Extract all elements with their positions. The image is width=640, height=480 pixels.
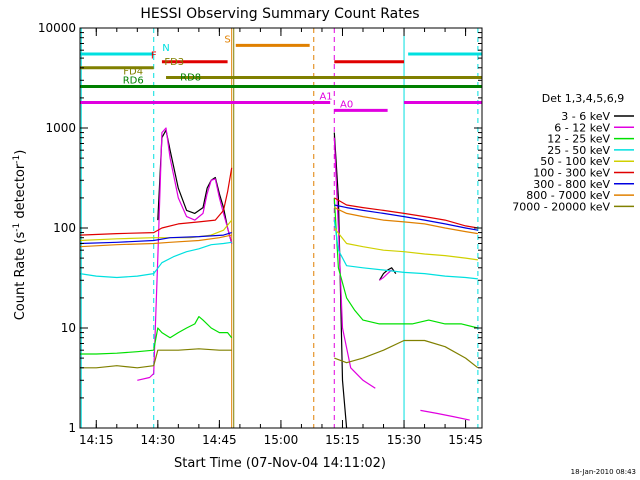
chart-title: HESSI Observing Summary Count Rates — [140, 6, 419, 22]
y-axis-label-mid: detector — [13, 163, 28, 223]
footer-timestamp: 18-Jan-2010 08:43 — [571, 468, 636, 476]
flag-label-s: S — [224, 34, 230, 45]
series-4-segment-0 — [79, 219, 233, 242]
series-6-segment-0 — [79, 232, 232, 245]
y-axis-label-end: ) — [13, 150, 28, 155]
y-tick-label-3: 1000 — [45, 121, 76, 135]
y-axis-label-sup1: -1 — [12, 223, 22, 232]
series-5-segment-0 — [79, 167, 233, 236]
x-tick-label-3: 15:00 — [264, 433, 299, 447]
flag-label-rd8: RD8 — [180, 72, 201, 83]
y-tick-label-2: 100 — [53, 221, 76, 235]
flag-label-a0: A0 — [340, 99, 353, 110]
series-3-segment-0 — [79, 241, 232, 279]
axes: 1 10 100 1000 10000 14:15 14:30 14:45 15:00 15:15… — [38, 21, 483, 447]
y-axis-label: Count Rate (s-1 detector-1) — [12, 150, 28, 321]
legend-title: Det 1,3,4,5,6,9 — [542, 92, 625, 105]
flag-label-fd3: FD3 — [164, 57, 184, 68]
x-axis-label: Start Time (07-Nov-04 14:11:02) — [174, 456, 386, 471]
series-4-segment-1 — [333, 227, 478, 261]
vertical-markers — [80, 28, 479, 428]
legend-label-0: 3 - 6 keV — [561, 110, 610, 123]
series-lines — [79, 127, 479, 429]
series-1-segment-0 — [137, 127, 233, 381]
x-tick-label-6: 15:45 — [448, 433, 483, 447]
series-8-segment-1 — [334, 339, 479, 369]
series-6-segment-1 — [334, 204, 479, 231]
legend-label-7: 800 - 7000 keV — [526, 189, 610, 202]
legend-label-5: 100 - 300 keV — [533, 167, 610, 180]
y-tick-label-4: 10000 — [38, 21, 76, 35]
legend-label-8: 7000 - 20000 keV — [512, 200, 610, 213]
flag-label-rd6: RD6 — [123, 76, 144, 87]
series-1-segment-2 — [379, 269, 393, 281]
flag-label-f: F — [151, 51, 157, 62]
legend-label-2: 12 - 25 keV — [547, 133, 610, 146]
y-axis-label-main: Count Rate (s — [13, 232, 28, 321]
series-7-segment-0 — [79, 234, 232, 248]
x-tick-label-4: 15:15 — [325, 433, 360, 447]
series-7-segment-1 — [334, 207, 478, 235]
legend-label-3: 25 - 50 keV — [547, 144, 610, 157]
series-2-segment-1 — [333, 197, 479, 329]
series-1-segment-1 — [333, 137, 376, 389]
legend-label-4: 50 - 100 keV — [540, 155, 610, 168]
x-tick-label-0: 14:15 — [79, 433, 114, 447]
legend-label-1: 6 - 12 keV — [554, 121, 610, 134]
flag-label-a1: A1 — [319, 91, 332, 102]
flag-label-n: N — [162, 43, 169, 54]
x-tick-label-5: 15:30 — [387, 433, 422, 447]
y-axis-label-sup2: -1 — [12, 155, 22, 164]
x-tick-label-2: 14:45 — [202, 433, 237, 447]
series-8-segment-0 — [79, 348, 232, 369]
y-tick-label-0: 1 — [68, 421, 76, 435]
series-1-segment-3 — [420, 409, 470, 421]
legend-label-6: 300 - 800 keV — [533, 178, 610, 191]
series-3-segment-1 — [333, 220, 478, 280]
x-tick-label-1: 14:30 — [141, 433, 176, 447]
series-2-segment-0 — [79, 316, 233, 355]
y-tick-label-1: 10 — [61, 321, 76, 335]
flag-label-fd4: FD4 — [123, 66, 143, 77]
series-5-segment-1 — [334, 197, 479, 229]
